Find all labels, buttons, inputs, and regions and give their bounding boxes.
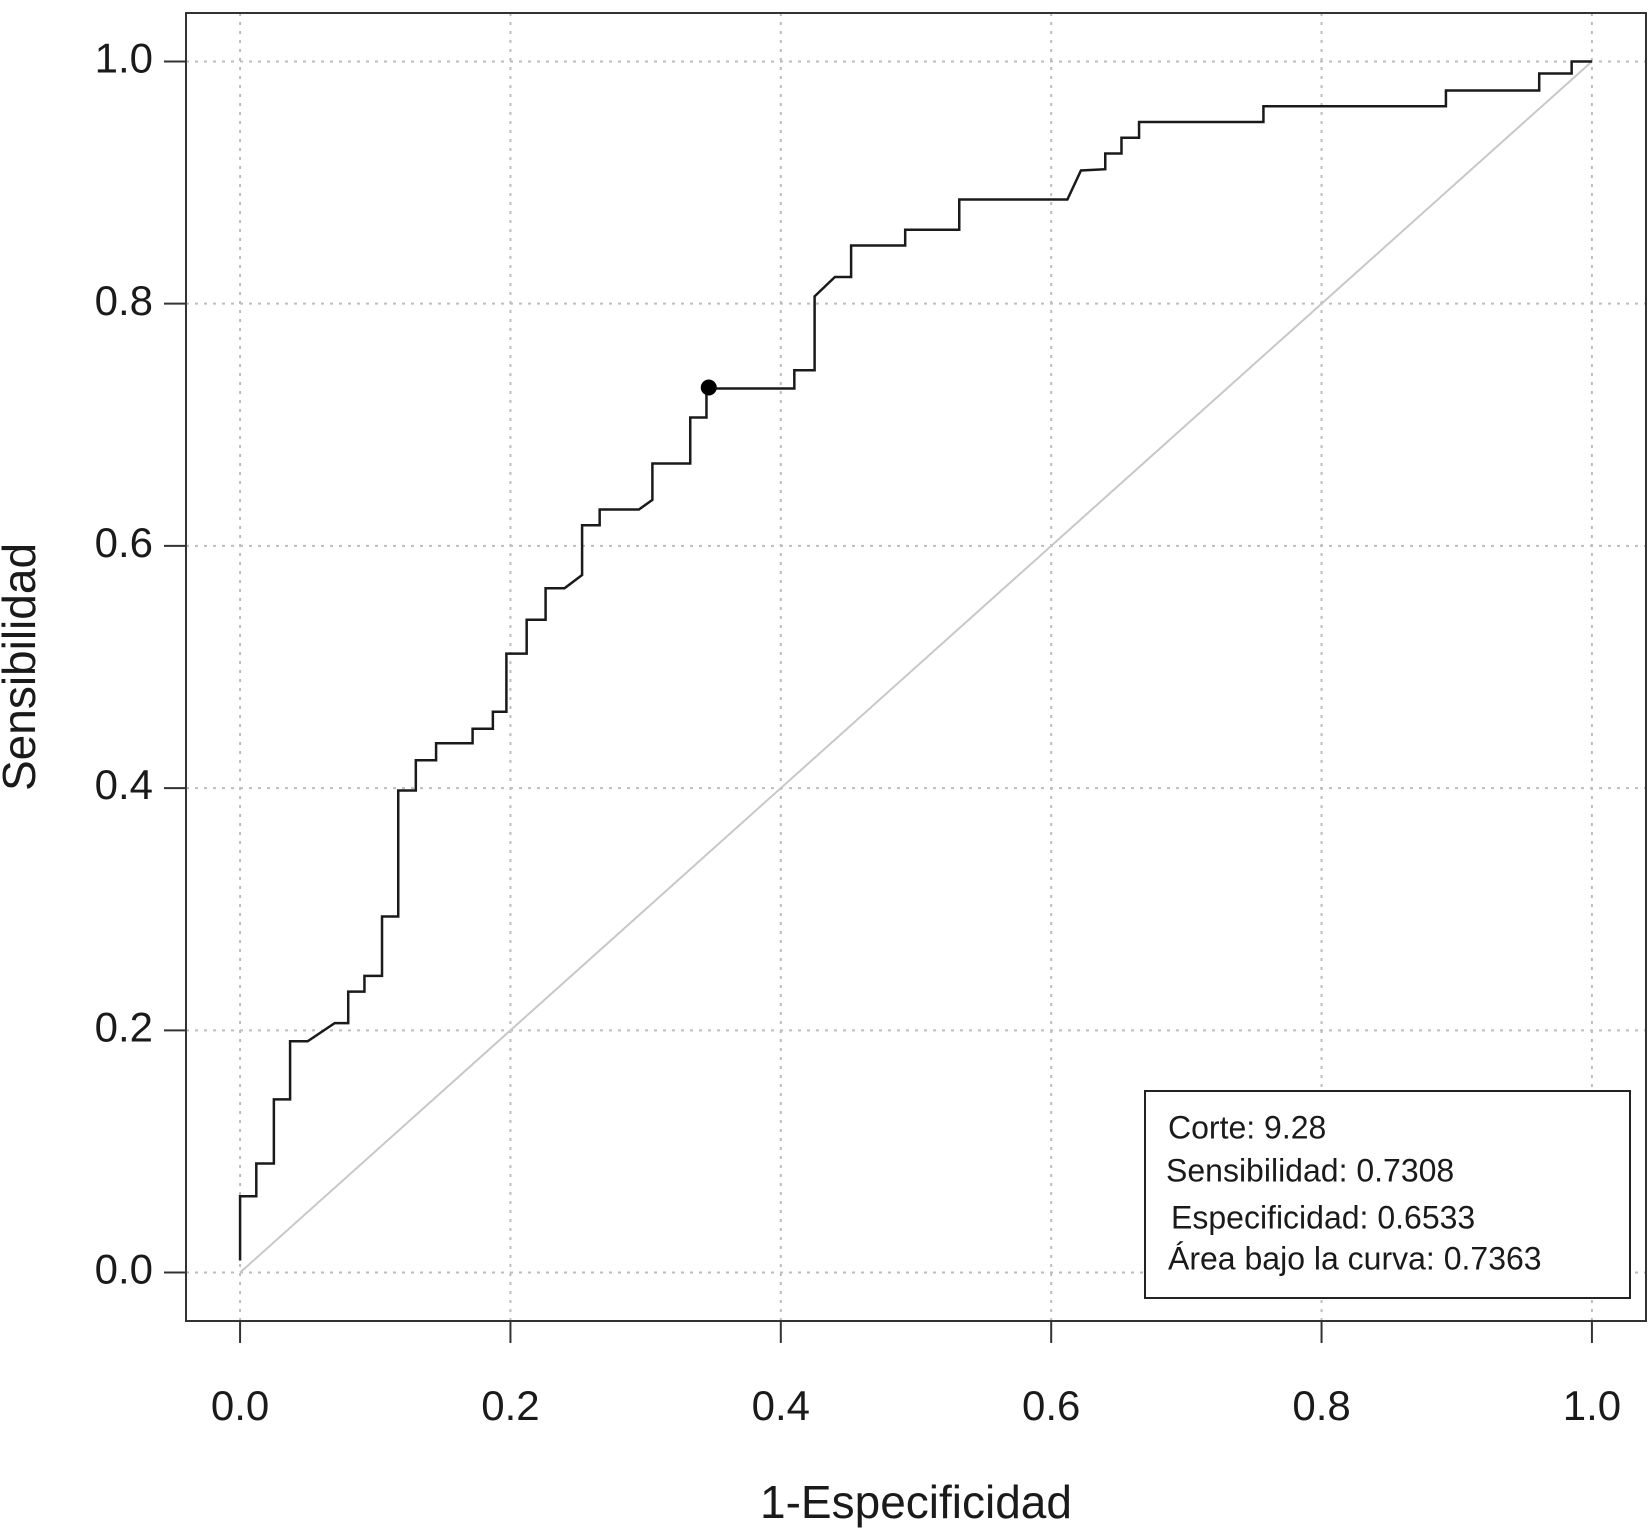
annotation-text: Área bajo la curva: 0.7363: [1168, 1240, 1542, 1276]
x-tick-label: 1.0: [1563, 1382, 1621, 1429]
y-tick-label: 0.6: [95, 519, 153, 566]
x-tick-label: 0.4: [752, 1382, 810, 1429]
annotation-text: Sensibilidad: 0.7308: [1166, 1152, 1454, 1188]
marker-point: [700, 379, 717, 396]
x-tick-label: 0.2: [481, 1382, 539, 1429]
annotation-text: Corte: 9.28: [1168, 1109, 1326, 1145]
x-tick-label: 0.8: [1292, 1382, 1350, 1429]
y-tick-label: 1.0: [95, 35, 153, 82]
plot-frame: [185, 12, 1647, 1322]
annotation-box: [1144, 1090, 1631, 1299]
x-tick-label: 0.6: [1022, 1382, 1080, 1429]
x-tick-label: 0.0: [211, 1382, 269, 1429]
y-tick-label: 0.8: [95, 277, 153, 324]
roc-curve: [238, 60, 1592, 1261]
y-axis-title: Sensibilidad: [0, 543, 45, 791]
reference-line: [239, 60, 1593, 1274]
y-tick-label: 0.0: [95, 1246, 153, 1293]
annotation-text: Especificidad: 0.6533: [1171, 1199, 1475, 1235]
x-axis-title: 1-Especificidad: [760, 1476, 1072, 1528]
y-tick-label: 0.4: [95, 761, 153, 808]
y-tick-label: 0.2: [95, 1003, 153, 1050]
